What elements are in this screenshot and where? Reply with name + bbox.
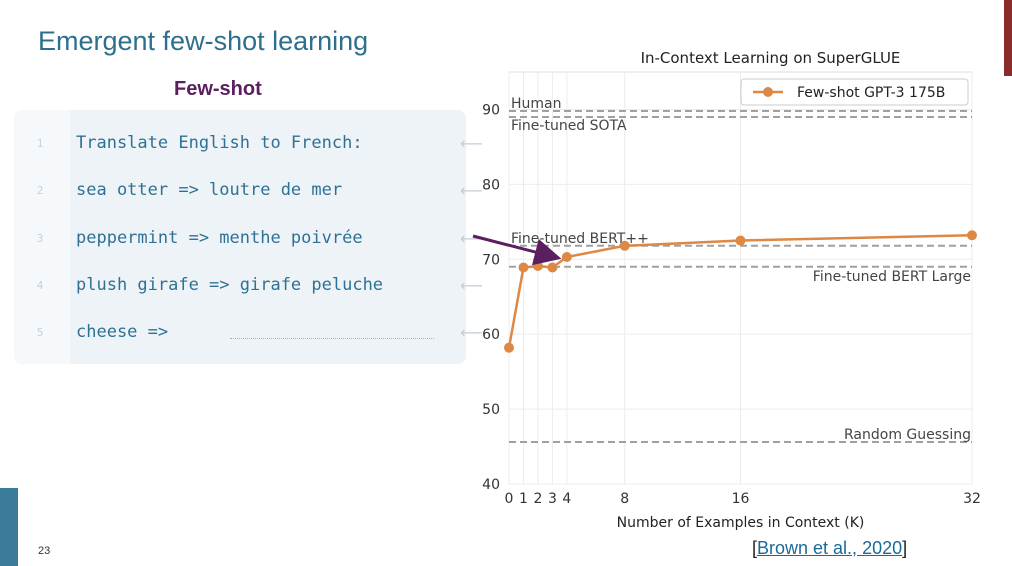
data-point [518,262,529,273]
y-tick-label: 90 [482,102,500,118]
x-tick-label: 4 [562,491,571,507]
x-tick-label: 3 [548,491,557,507]
prompt-line: 3 peppermint => menthe poivrée ⟵ [14,218,483,258]
data-point [967,230,977,241]
reference-label: Fine-tuned SOTA [511,118,627,134]
prompt-line: 5 cheese => ⟵ [14,312,483,352]
line-number: 3 [36,231,44,245]
accent-bar-left [0,488,18,566]
prompt-text: peppermint => menthe poivrée [76,228,363,248]
data-point [547,262,558,273]
y-tick-label: 40 [482,477,500,493]
data-point [561,252,572,263]
accent-bar-right [1004,0,1012,76]
prompt-text: cheese => [76,322,169,342]
prompt-text: plush girafe => girafe peluche [76,275,384,295]
x-tick-label: 1 [519,491,528,507]
reference-label: Human [511,96,562,112]
left-arrow-icon: ⟵ [460,228,483,248]
line-number: 2 [36,183,44,197]
chart-title: In-Context Learning on SuperGLUE [641,49,901,67]
annotation-arrow [472,234,562,266]
x-tick-label: 32 [963,491,981,507]
data-point [532,261,543,272]
citation-bracket-open: [ [752,538,758,558]
legend-marker [763,87,773,97]
left-arrow-icon: ⟵ [460,275,483,295]
citation-bracket-close: ] [902,538,908,558]
legend-label: Few-shot GPT-3 175B [797,85,945,101]
prompt-subtitle: Few-shot [174,78,262,100]
reference-label: Random Guessing [844,427,971,443]
line-number: 4 [36,278,44,292]
x-axis-label: Number of Examples in Context (K) [617,515,865,531]
left-arrow-icon: ⟵ [460,180,483,200]
reference-label: Fine-tuned BERT Large [813,269,971,285]
x-tick-label: 0 [505,491,514,507]
prompt-text: sea otter => loutre de mer [76,180,343,200]
x-tick-label: 2 [533,491,542,507]
prompt-box: 1 Translate English to French: ⟵ 2 sea o… [14,110,483,364]
line-number: 1 [36,136,44,150]
prompt-line: 1 Translate English to French: ⟵ [14,123,483,163]
prompt-text: Translate English to French: [76,133,363,153]
completion-blank [230,338,434,339]
page-number: 23 [38,545,51,557]
line-number-gutter [14,110,70,364]
citation-link[interactable]: Brown et al., 2020 [757,538,903,558]
prompt-line: 2 sea otter => loutre de mer ⟵ [14,170,483,210]
left-arrow-icon: ⟵ [460,133,483,153]
line-number: 5 [36,325,44,339]
prompt-line: 4 plush girafe => girafe peluche ⟵ [14,265,483,305]
y-tick-label: 50 [482,402,500,418]
data-point [735,235,746,246]
y-tick-label: 70 [482,252,500,268]
citation: [Brown et al., 2020] [752,538,907,559]
data-point [619,240,630,251]
slide-title: Emergent few-shot learning [38,26,369,56]
y-tick-label: 60 [482,327,500,343]
y-tick-label: 80 [482,177,500,193]
left-arrow-icon: ⟵ [460,322,483,342]
x-tick-label: 16 [732,491,750,507]
legend-box [740,78,969,106]
x-tick-label: 8 [620,491,629,507]
data-point [504,342,514,353]
